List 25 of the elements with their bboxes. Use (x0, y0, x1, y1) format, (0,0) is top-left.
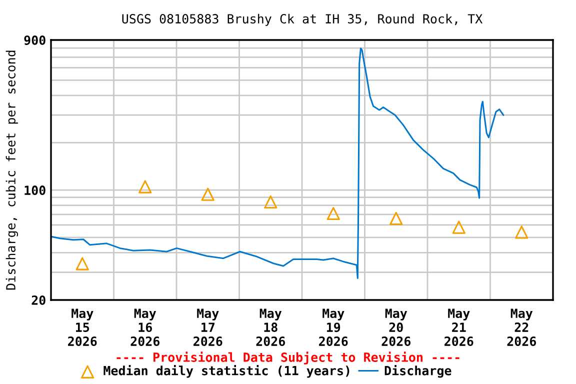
line-series (51, 48, 504, 280)
x-tick-label: May 22 2026 (507, 308, 536, 346)
point (515, 226, 528, 239)
point (326, 206, 340, 220)
legend-label: Discharge (384, 364, 452, 378)
x-tick-label: May 19 2026 (319, 308, 348, 346)
x-tick-label: May 18 2026 (256, 308, 285, 346)
x-tick-label: May 17 2026 (194, 308, 222, 346)
y-tick-label: 100 (24, 186, 46, 195)
y-tick-label: 900 (24, 35, 46, 45)
point (452, 220, 466, 234)
x-tick-label: May 16 2026 (130, 308, 160, 346)
y-tick-label: 20 (32, 295, 46, 305)
text: ---- Provisional Data Subject to Revision ---- (116, 352, 460, 364)
chart-title: USGS 08105883 Brushy Ck at IH 35, Round Rock, TX (122, 14, 483, 26)
legend-label: Median daily statistic (11 years) (104, 364, 350, 378)
y-axis-title: Discharge, cubic feet per second (6, 50, 18, 290)
x-tick-label: May 21 2026 (444, 308, 474, 346)
point (201, 188, 214, 201)
point (390, 212, 403, 226)
point (138, 180, 152, 194)
x-tick-label: May 15 2026 (68, 308, 97, 346)
point (264, 195, 278, 209)
x-tick-label: May 20 2026 (382, 308, 410, 346)
point (76, 257, 89, 270)
